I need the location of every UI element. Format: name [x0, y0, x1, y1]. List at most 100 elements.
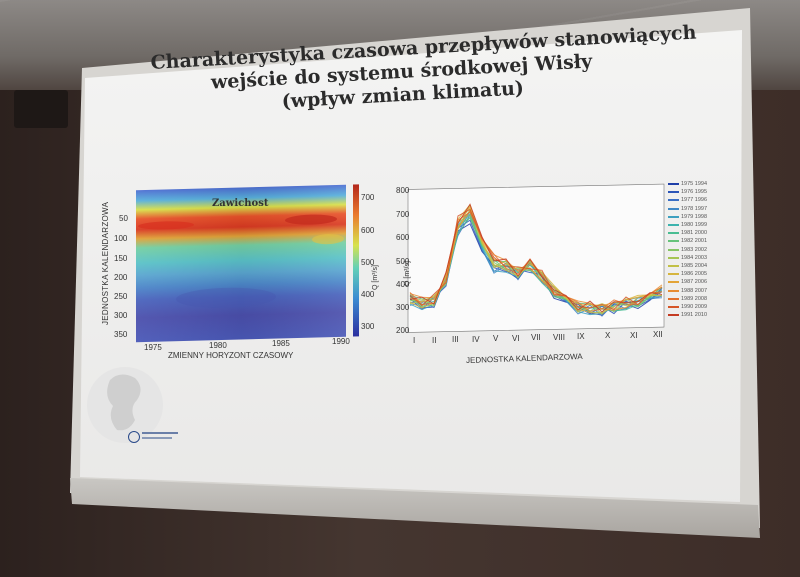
heatmap-xtick-1990: 1990 [332, 337, 350, 346]
heatmap-hotspot-right [285, 214, 337, 225]
legend-swatch [668, 215, 679, 218]
colorbar-tick-400: 400 [361, 290, 375, 299]
heatmap-x-title: ZMIENNY HORYZONT CZASOWY [168, 351, 294, 360]
heatmap-ytick-300: 300 [114, 311, 128, 320]
hydrograph-ytick-500: 500 [396, 257, 410, 266]
hydrograph-ytick-700: 700 [396, 210, 410, 219]
legend-item: 1988 2007 [668, 286, 728, 294]
hydrograph-ytick-300: 300 [396, 303, 410, 312]
hydrograph-xtick-XI: XI [630, 331, 638, 340]
legend-item: 1978 1997 [668, 205, 728, 213]
heatmap-chart [136, 184, 359, 343]
hydrograph-xtick-III: III [452, 335, 459, 344]
colorbar-tick-500: 500 [361, 258, 375, 267]
legend-item: 1977 1996 [668, 196, 728, 204]
heatmap-ytick-350: 350 [114, 330, 128, 339]
legend-item: 1975 1994 [668, 180, 728, 188]
institute-name-line [142, 432, 178, 434]
hydrograph-ytick-600: 600 [396, 233, 410, 242]
legend-swatch [668, 183, 679, 186]
heatmap-xtick-1975: 1975 [144, 343, 162, 352]
institute-name-line-2 [142, 437, 172, 439]
legend-swatch [668, 248, 679, 251]
hydrograph-xtick-II: II [432, 336, 437, 345]
legend-label: 1977 1996 [681, 197, 707, 204]
hydrograph-xtick-XII: XII [653, 330, 663, 339]
legend-label: 1976 1995 [681, 189, 707, 196]
institute-logo [128, 431, 140, 443]
heatmap-ytick-150: 150 [114, 254, 128, 263]
legend-item: 1985 2004 [668, 262, 728, 270]
legend-item: 1979 1998 [668, 213, 728, 221]
legend-label: 1978 1997 [681, 205, 707, 212]
hydrograph-line [409, 203, 663, 313]
legend-label: 1983 2002 [681, 246, 707, 253]
heatmap-ytick-200: 200 [114, 273, 128, 282]
legend-label: 1982 2001 [681, 238, 707, 245]
legend-swatch [668, 199, 679, 202]
legend-label: 1988 2007 [681, 287, 707, 294]
legend-swatch [668, 297, 679, 300]
colorbar [353, 184, 359, 337]
hydrograph-legend: 1975 1994 1976 1995 1977 1996 1978 1997 1979… [668, 180, 728, 319]
hydrograph-xtick-IX: IX [577, 332, 585, 341]
heatmap-hotspot-left [138, 221, 194, 230]
legend-swatch [668, 240, 679, 243]
heatmap-ytick-50: 50 [119, 214, 128, 223]
hydrograph-line [409, 210, 663, 311]
legend-swatch [668, 191, 679, 194]
legend-label: 1975 1994 [681, 181, 707, 188]
legend-item: 1990 2009 [668, 303, 728, 311]
legend-swatch [668, 256, 679, 259]
hydrograph-y-unit: Q [m³/s] [404, 261, 411, 286]
heatmap-xtick-1980: 1980 [209, 341, 227, 350]
colorbar-unit: Q [m³/s] [372, 265, 379, 290]
legend-item: 1986 2005 [668, 270, 728, 278]
legend-swatch [668, 305, 679, 308]
hydrograph-xtick-I: I [413, 336, 416, 345]
legend-item: 1982 2001 [668, 237, 728, 245]
legend-swatch [668, 232, 679, 235]
heatmap-y-title: JEDNOSTKA KALENDARZOWA [101, 201, 110, 325]
legend-swatch [668, 264, 679, 267]
legend-label: 1979 1998 [681, 213, 707, 220]
legend-item: 1984 2003 [668, 254, 728, 262]
legend-item: 1980 1999 [668, 221, 728, 229]
colorbar-tick-600: 600 [361, 226, 375, 235]
legend-label: 1991 2010 [681, 312, 707, 319]
legend-label: 1980 1999 [681, 222, 707, 229]
hydrograph-series [409, 203, 663, 317]
hydrograph-xtick-VIII: VIII [553, 333, 566, 342]
legend-swatch [668, 207, 679, 210]
legend-swatch [668, 281, 679, 284]
colorbar-tick-300: 300 [361, 322, 375, 331]
legend-label: 1989 2008 [681, 295, 707, 302]
legend-label: 1981 2000 [681, 230, 707, 237]
heatmap-cool-patch [176, 287, 276, 308]
legend-item: 1991 2010 [668, 311, 728, 319]
legend-swatch [668, 289, 679, 292]
legend-swatch [668, 314, 679, 317]
wall-speaker [14, 90, 68, 128]
legend-item: 1989 2008 [668, 295, 728, 303]
legend-label: 1984 2003 [681, 254, 707, 261]
hydrograph-ytick-800: 800 [396, 186, 410, 195]
heatmap-ytick-250: 250 [114, 292, 128, 301]
heatmap-warm-patch [312, 234, 344, 245]
hydrograph-xtick-VII: VII [531, 333, 541, 342]
hydrograph-xtick-IV: IV [472, 335, 480, 344]
heatmap-ytick-100: 100 [114, 234, 128, 243]
hydrograph-xtick-V: V [493, 334, 499, 343]
legend-label: 1990 2009 [681, 303, 707, 310]
legend-swatch [668, 273, 679, 276]
colorbar-tick-700: 700 [361, 193, 375, 202]
legend-item: 1983 2002 [668, 246, 728, 254]
hydrograph-ytick-200: 200 [396, 326, 410, 335]
legend-item: 1987 2006 [668, 278, 728, 286]
legend-label: 1985 2004 [681, 262, 707, 269]
hydrograph-xtick-X: X [605, 331, 611, 340]
hydrograph-line [409, 216, 663, 312]
heatmap-xtick-1985: 1985 [272, 339, 290, 348]
legend-swatch [668, 224, 679, 227]
legend-item: 1976 1995 [668, 188, 728, 196]
